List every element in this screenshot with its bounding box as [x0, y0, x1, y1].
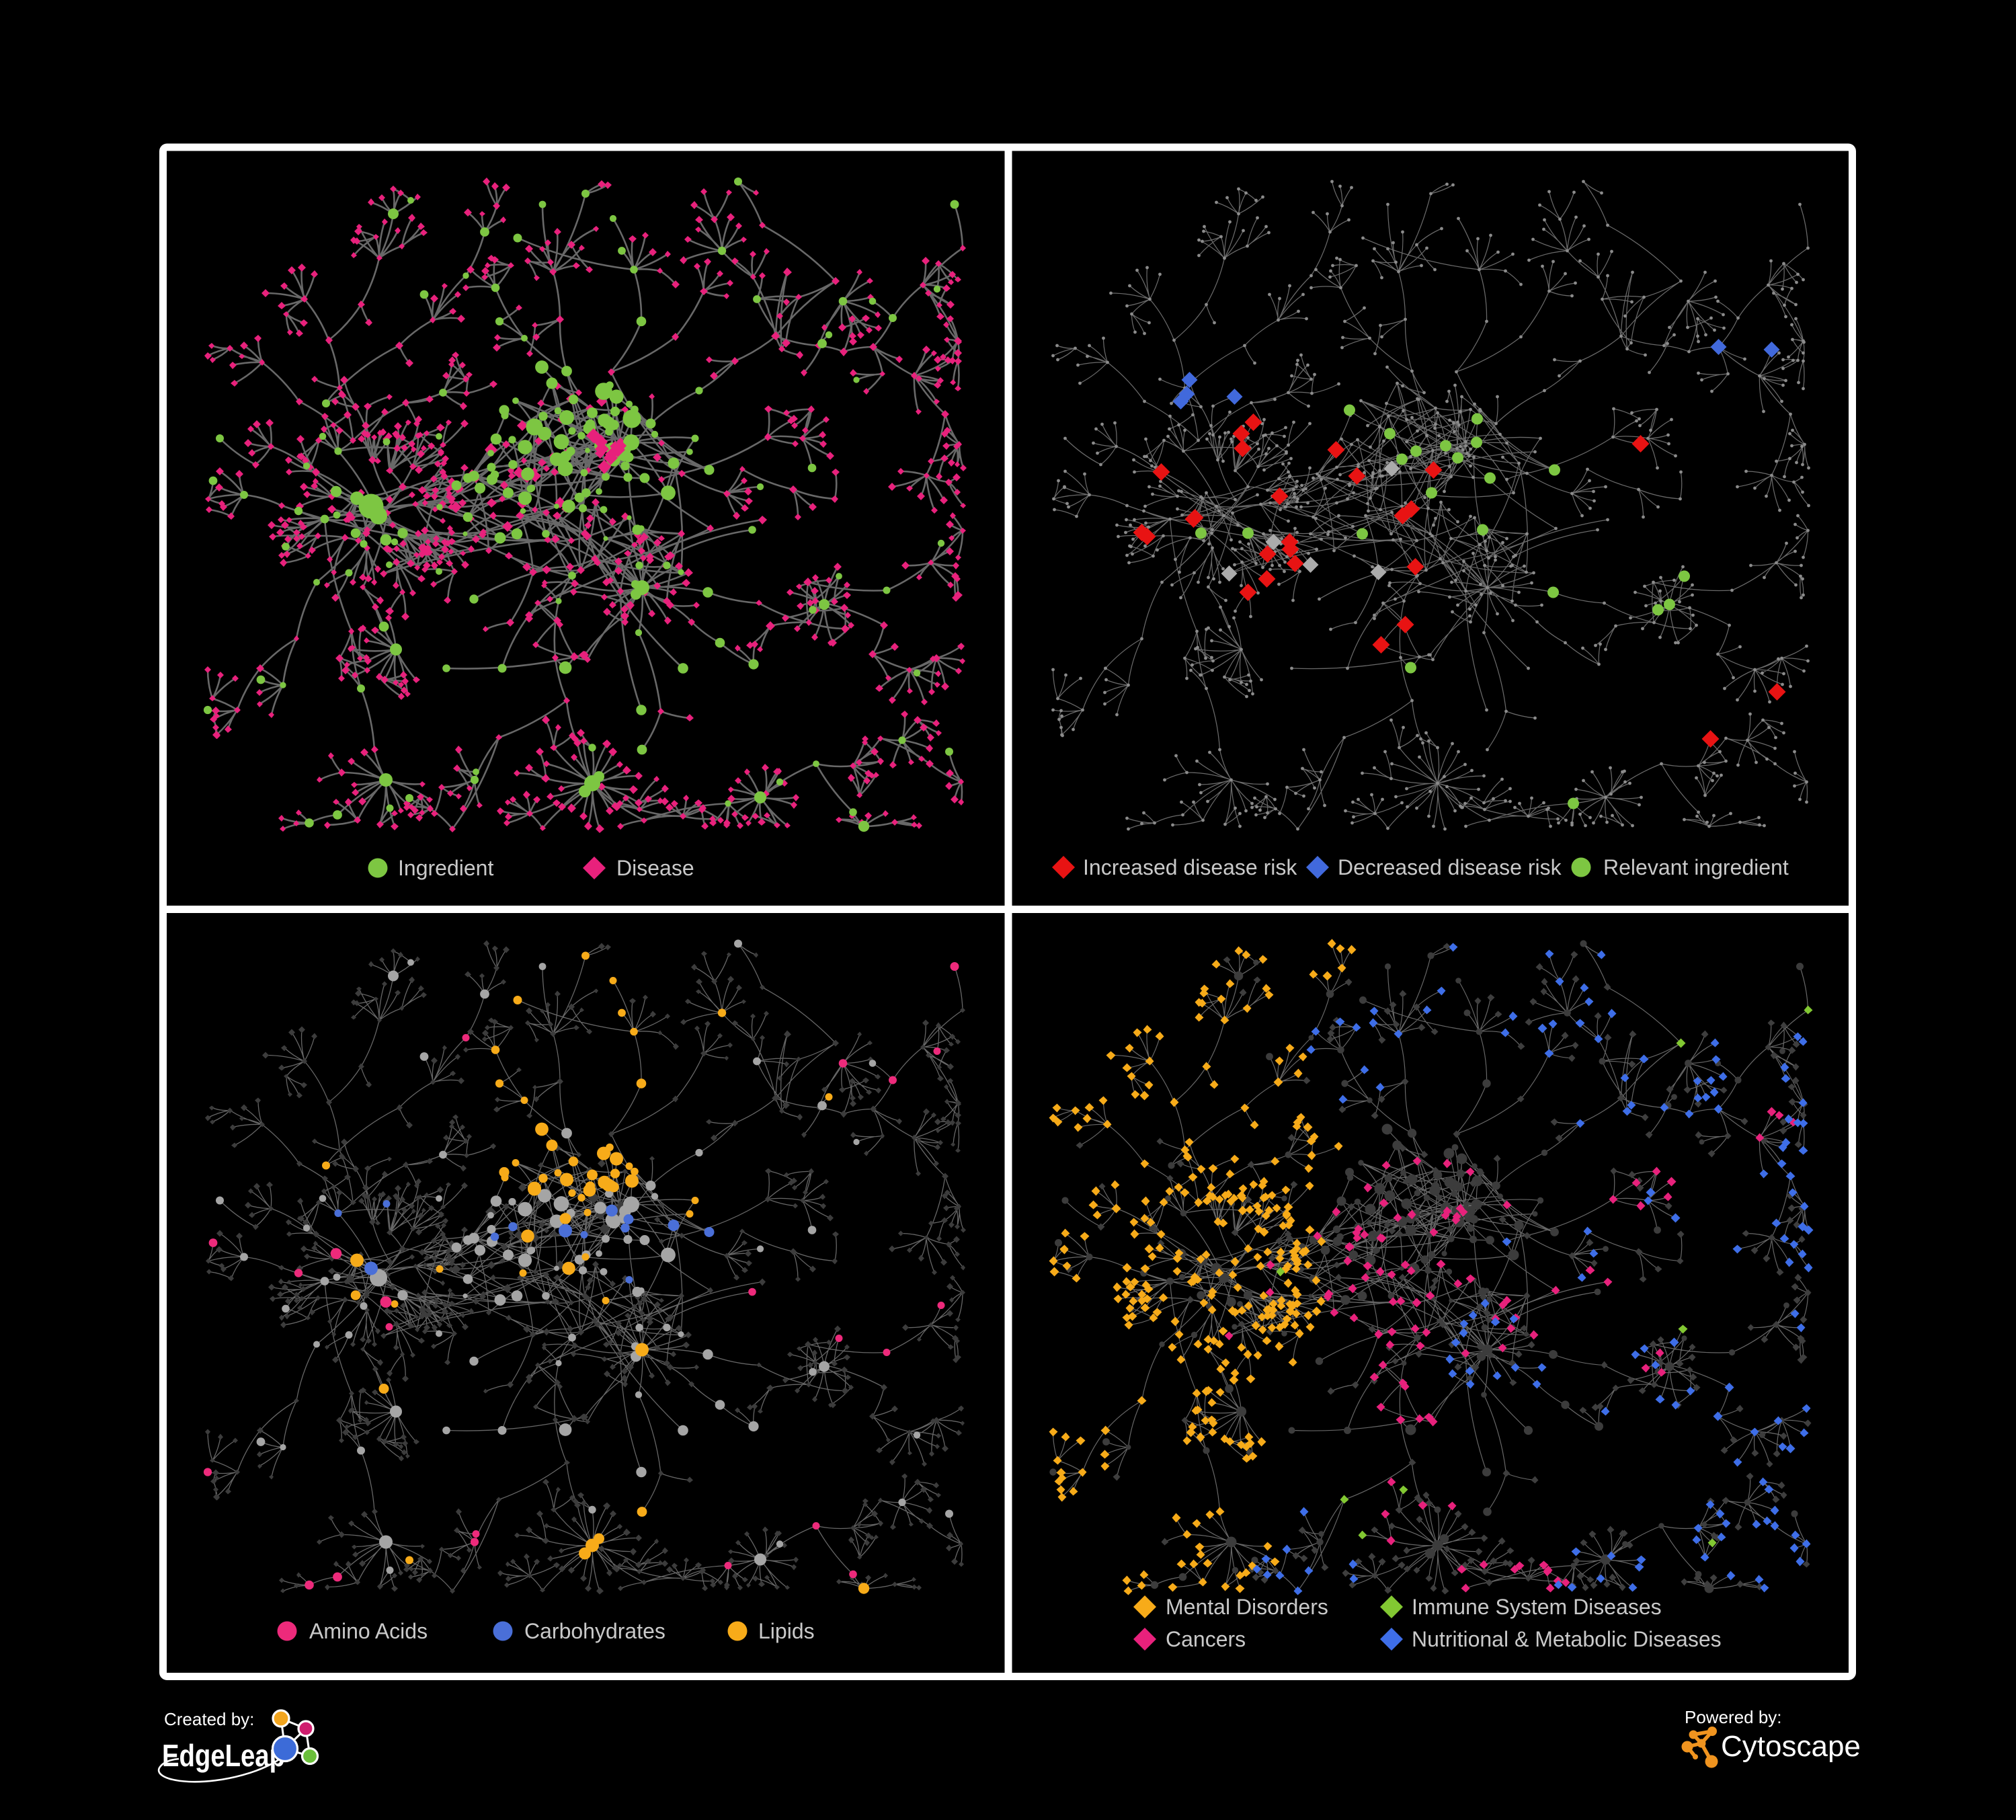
svg-text:Ingredient: Ingredient: [398, 856, 493, 880]
svg-text:Cancers: Cancers: [1166, 1627, 1246, 1651]
svg-text:Decreased disease risk: Decreased disease risk: [1338, 855, 1562, 879]
svg-text:Disease: Disease: [616, 856, 694, 880]
svg-text:Powered by:: Powered by:: [1685, 1707, 1782, 1727]
svg-text:Mental Disorders: Mental Disorders: [1166, 1595, 1328, 1619]
svg-text:Amino Acids: Amino Acids: [309, 1619, 428, 1643]
svg-text:Nutritional & Metabolic Diseas: Nutritional & Metabolic Diseases: [1412, 1627, 1722, 1651]
svg-text:EdgeLeap: EdgeLeap: [162, 1738, 285, 1773]
svg-text:Created by:: Created by:: [164, 1709, 254, 1729]
svg-text:Increased disease risk: Increased disease risk: [1083, 855, 1297, 879]
svg-text:Immune System Diseases: Immune System Diseases: [1412, 1595, 1662, 1619]
svg-text:Cytoscape: Cytoscape: [1721, 1730, 1861, 1763]
svg-text:Relevant ingredient: Relevant ingredient: [1603, 855, 1789, 879]
svg-text:Carbohydrates: Carbohydrates: [524, 1619, 666, 1643]
svg-text:Lipids: Lipids: [758, 1619, 815, 1643]
